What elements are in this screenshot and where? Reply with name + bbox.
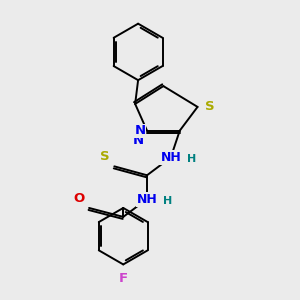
Text: O: O [74,192,85,205]
Text: NH: NH [137,193,158,206]
Text: S: S [205,100,214,113]
Text: H: H [164,196,172,206]
Text: N: N [133,134,144,147]
Text: NH: NH [160,151,181,164]
Text: F: F [119,272,128,285]
Text: N: N [134,124,146,137]
Text: H: H [187,154,196,164]
Text: S: S [205,100,214,113]
Text: S: S [100,150,110,164]
